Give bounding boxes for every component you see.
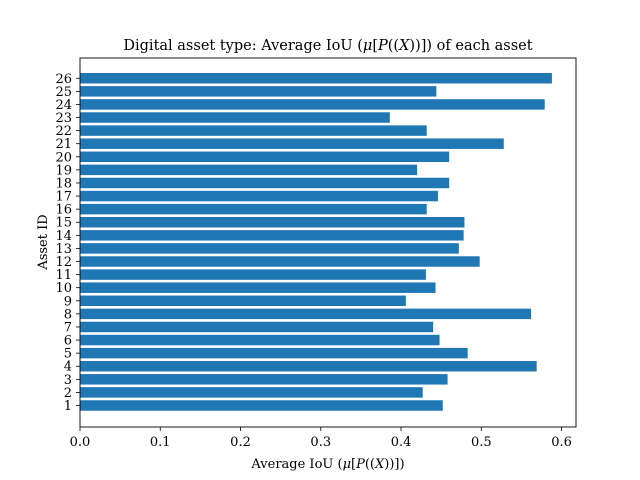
y-tick-label: 19 [55, 163, 72, 178]
y-tick-label: 20 [55, 150, 72, 165]
y-tick-label: 15 [55, 216, 72, 231]
y-tick-label: 9 [64, 294, 72, 309]
y-tick-label: 10 [55, 281, 72, 296]
bar-asset-8 [80, 308, 532, 320]
bar-asset-7 [80, 321, 434, 333]
y-tick-label: 7 [64, 320, 72, 335]
y-tick-label: 13 [55, 242, 72, 257]
bar-asset-19 [80, 164, 418, 176]
y-tick-label: 16 [55, 203, 72, 218]
bar-asset-15 [80, 217, 465, 228]
bar-asset-21 [80, 138, 504, 149]
y-tick-label: 17 [55, 190, 72, 205]
bar-asset-18 [80, 177, 450, 189]
bar-asset-13 [80, 243, 459, 254]
y-tick-label: 24 [55, 98, 72, 113]
y-tick-label: 6 [64, 334, 72, 349]
y-tick-label: 8 [64, 307, 72, 322]
y-tick-label: 5 [64, 347, 72, 362]
y-tick-label: 21 [55, 137, 72, 152]
x-tick-label: 0.1 [150, 435, 171, 450]
y-tick-label: 1 [64, 399, 72, 414]
y-axis-ticks: 1234567891011121314151617181920212223242… [55, 72, 80, 414]
bar-asset-2 [80, 387, 423, 398]
bar-asset-17 [80, 190, 438, 202]
bar-asset-1 [80, 400, 443, 411]
bar-asset-14 [80, 230, 464, 241]
y-tick-label: 14 [55, 229, 72, 244]
y-tick-label: 22 [55, 124, 72, 139]
y-tick-label: 26 [55, 72, 72, 87]
bar-asset-11 [80, 269, 426, 280]
y-tick-label: 12 [55, 255, 72, 270]
x-axis-label: Average IoU (μ[P((X))]) [250, 457, 404, 472]
x-tick-label: 0.5 [471, 435, 492, 450]
bar-asset-6 [80, 334, 440, 346]
bars-group [80, 73, 552, 411]
bar-asset-5 [80, 347, 468, 359]
x-tick-label: 0.3 [310, 435, 331, 450]
y-tick-label: 2 [64, 386, 72, 401]
y-tick-label: 11 [55, 268, 72, 283]
bar-asset-10 [80, 282, 436, 293]
bar-asset-4 [80, 360, 537, 372]
chart-title: Digital asset type: Average IoU (μ[P((X)… [123, 38, 532, 54]
y-axis-label: Asset ID [36, 214, 51, 270]
bar-asset-16 [80, 203, 427, 215]
bar-asset-9 [80, 295, 406, 307]
bar-asset-24 [80, 99, 545, 110]
x-tick-label: 0.2 [230, 435, 251, 450]
plot-frame [79, 57, 577, 428]
bar-asset-25 [80, 86, 437, 97]
y-tick-label: 18 [55, 176, 72, 191]
x-tick-label: 0.6 [551, 435, 572, 450]
bar-asset-26 [80, 73, 552, 84]
bar-asset-22 [80, 125, 427, 136]
bar-asset-12 [80, 256, 480, 267]
x-tick-label: 0.0 [70, 435, 91, 450]
bar-asset-3 [80, 374, 448, 385]
bar-asset-20 [80, 151, 450, 163]
y-tick-label: 23 [55, 111, 72, 126]
x-tick-label: 0.4 [391, 435, 412, 450]
y-tick-label: 4 [64, 360, 72, 375]
x-axis-ticks: 0.0 0.1 0.2 0.3 0.4 0.5 0.6 [70, 427, 572, 450]
y-tick-label: 3 [64, 373, 72, 388]
bar-asset-23 [80, 112, 390, 123]
y-tick-label: 25 [55, 85, 72, 100]
